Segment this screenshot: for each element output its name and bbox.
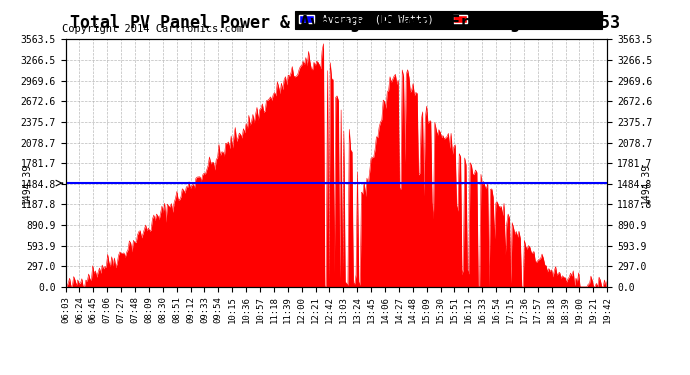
- Text: 1494.39: 1494.39: [641, 162, 651, 204]
- Text: 1494.39: 1494.39: [21, 162, 32, 204]
- Text: Copyright 2014 Cartronics.com: Copyright 2014 Cartronics.com: [62, 24, 244, 34]
- Legend: Average  (DC Watts), PV Panels  (DC Watts): Average (DC Watts), PV Panels (DC Watts): [295, 11, 602, 28]
- Text: Total PV Panel Power & Average Power  Fri Aug 15  19:53: Total PV Panel Power & Average Power Fri…: [70, 13, 620, 32]
